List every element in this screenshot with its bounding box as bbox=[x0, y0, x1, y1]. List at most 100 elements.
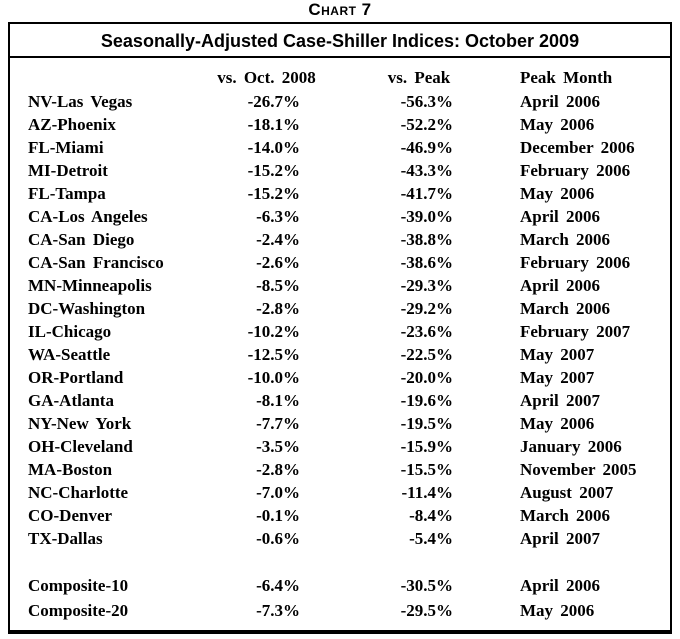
row-vs-oct-2008: -10.0% bbox=[247, 368, 300, 387]
composite-row: Composite-20 -7.3% -29.5% May 2006 bbox=[10, 598, 670, 623]
table-row: NC-Charlotte -7.0% -11.4% August 2007 bbox=[10, 481, 670, 504]
row-peak-month: April 2007 bbox=[520, 529, 600, 548]
col-header-vs-oct-2008: vs. Oct. 2008 bbox=[217, 68, 316, 87]
row-peak-month: January 2006 bbox=[520, 437, 622, 456]
row-peak-month: March 2006 bbox=[520, 299, 611, 318]
row-vs-oct-2008: -7.0% bbox=[256, 483, 300, 502]
row-city: FL-Miami bbox=[28, 138, 104, 157]
row-city: Composite-10 bbox=[28, 576, 129, 595]
row-city: NV-Las Vegas bbox=[28, 92, 133, 111]
row-city: NY-New York bbox=[28, 414, 132, 433]
table-row: MA-Boston -2.8% -15.5% November 2005 bbox=[10, 458, 670, 481]
row-vs-peak: -20.0% bbox=[400, 368, 453, 387]
row-vs-oct-2008: -8.1% bbox=[256, 391, 300, 410]
table-row: IL-Chicago -10.2% -23.6% February 2007 bbox=[10, 320, 670, 343]
row-vs-peak: -39.0% bbox=[400, 207, 453, 226]
row-vs-oct-2008: -10.2% bbox=[247, 322, 300, 341]
composite-row: Composite-10 -6.4% -30.5% April 2006 bbox=[10, 573, 670, 598]
row-vs-peak: -15.9% bbox=[400, 437, 453, 456]
row-peak-month: April 2006 bbox=[520, 576, 600, 595]
row-vs-peak: -8.4% bbox=[409, 506, 453, 525]
row-city: DC-Washington bbox=[28, 299, 146, 318]
table-box: Seasonally-Adjusted Case-Shiller Indices… bbox=[8, 22, 672, 634]
row-vs-peak: -29.2% bbox=[400, 299, 453, 318]
row-peak-month: May 2006 bbox=[520, 184, 595, 203]
row-city: CA-San Diego bbox=[28, 230, 135, 249]
row-peak-month: February 2007 bbox=[520, 322, 631, 341]
composite-rows: Composite-10 -6.4% -30.5% April 2006 Composi… bbox=[10, 573, 670, 623]
table-row: MN-Minneapolis -8.5% -29.3% April 2006 bbox=[10, 274, 670, 297]
col-header-vs-peak: vs. Peak bbox=[387, 68, 451, 87]
row-vs-peak: -11.4% bbox=[401, 483, 453, 502]
row-vs-oct-2008: -6.4% bbox=[256, 576, 300, 595]
row-city: OR-Portland bbox=[28, 368, 124, 387]
row-vs-oct-2008: -2.8% bbox=[256, 299, 300, 318]
row-city: NC-Charlotte bbox=[28, 483, 129, 502]
row-city: Composite-20 bbox=[28, 601, 129, 620]
row-peak-month: August 2007 bbox=[520, 483, 614, 502]
row-peak-month: April 2006 bbox=[520, 92, 600, 111]
row-peak-month: December 2006 bbox=[520, 138, 635, 157]
table-row: CO-Denver -0.1% -8.4% March 2006 bbox=[10, 504, 670, 527]
col-header-city bbox=[10, 68, 200, 90]
row-vs-peak: -56.3% bbox=[400, 92, 453, 111]
table-row: NY-New York -7.7% -19.5% May 2006 bbox=[10, 412, 670, 435]
row-vs-oct-2008: -7.7% bbox=[256, 414, 300, 433]
figure-label: Chart 7 bbox=[308, 0, 372, 19]
row-vs-oct-2008: -15.2% bbox=[247, 184, 300, 203]
row-city: MI-Detroit bbox=[28, 161, 108, 180]
row-vs-peak: -22.5% bbox=[400, 345, 453, 364]
row-vs-oct-2008: -8.5% bbox=[256, 276, 300, 295]
row-vs-peak: -41.7% bbox=[400, 184, 453, 203]
row-peak-month: May 2007 bbox=[520, 368, 595, 387]
spacer-row bbox=[10, 550, 670, 573]
row-vs-peak: -23.6% bbox=[400, 322, 453, 341]
row-vs-peak: -19.5% bbox=[400, 414, 453, 433]
row-vs-peak: -52.2% bbox=[400, 115, 453, 134]
row-peak-month: April 2007 bbox=[520, 391, 600, 410]
table-row: OH-Cleveland -3.5% -15.9% January 2006 bbox=[10, 435, 670, 458]
row-city: CA-San Francisco bbox=[28, 253, 164, 272]
table-header-row: vs. Oct. 2008 vs. Peak Peak Month bbox=[10, 58, 670, 90]
row-vs-oct-2008: -0.6% bbox=[256, 529, 300, 548]
table-row: TX-Dallas -0.6% -5.4% April 2007 bbox=[10, 527, 670, 550]
table-row: MI-Detroit -15.2% -43.3% February 2006 bbox=[10, 159, 670, 182]
row-vs-oct-2008: -12.5% bbox=[247, 345, 300, 364]
row-vs-peak: -43.3% bbox=[400, 161, 453, 180]
table-row: CA-San Francisco -2.6% -38.6% February 2006 bbox=[10, 251, 670, 274]
row-vs-oct-2008: -3.5% bbox=[256, 437, 300, 456]
row-vs-oct-2008: -15.2% bbox=[247, 161, 300, 180]
table-row: CA-San Diego -2.4% -38.8% March 2006 bbox=[10, 228, 670, 251]
table-title: Seasonally-Adjusted Case-Shiller Indices… bbox=[10, 24, 670, 58]
row-vs-peak: -19.6% bbox=[400, 391, 453, 410]
row-vs-peak: -30.5% bbox=[400, 576, 453, 595]
row-peak-month: May 2006 bbox=[520, 414, 595, 433]
row-city: MA-Boston bbox=[28, 460, 113, 479]
row-vs-oct-2008: -0.1% bbox=[256, 506, 300, 525]
row-peak-month: May 2007 bbox=[520, 345, 595, 364]
row-city: OH-Cleveland bbox=[28, 437, 133, 456]
row-vs-peak: -15.5% bbox=[400, 460, 453, 479]
table-row: WA-Seattle -12.5% -22.5% May 2007 bbox=[10, 343, 670, 366]
table-row: NV-Las Vegas -26.7% -56.3% April 2006 bbox=[10, 90, 670, 113]
row-city: TX-Dallas bbox=[28, 529, 103, 548]
row-vs-oct-2008: -26.7% bbox=[247, 92, 300, 111]
table-row: AZ-Phoenix -18.1% -52.2% May 2006 bbox=[10, 113, 670, 136]
row-city: CA-Los Angeles bbox=[28, 207, 148, 226]
row-vs-oct-2008: -18.1% bbox=[247, 115, 300, 134]
row-peak-month: November 2005 bbox=[520, 460, 637, 479]
row-peak-month: February 2006 bbox=[520, 253, 631, 272]
table-row: GA-Atlanta -8.1% -19.6% April 2007 bbox=[10, 389, 670, 412]
row-peak-month: April 2006 bbox=[520, 276, 600, 295]
col-header-peak-month: Peak Month bbox=[520, 68, 613, 87]
row-peak-month: May 2006 bbox=[520, 601, 595, 620]
row-vs-oct-2008: -2.8% bbox=[256, 460, 300, 479]
row-city: IL-Chicago bbox=[28, 322, 112, 341]
table-row: CA-Los Angeles -6.3% -39.0% April 2006 bbox=[10, 205, 670, 228]
row-vs-oct-2008: -2.4% bbox=[256, 230, 300, 249]
table-row: DC-Washington -2.8% -29.2% March 2006 bbox=[10, 297, 670, 320]
row-vs-peak: -46.9% bbox=[400, 138, 453, 157]
row-city: AZ-Phoenix bbox=[28, 115, 116, 134]
row-vs-oct-2008: -7.3% bbox=[256, 601, 300, 620]
